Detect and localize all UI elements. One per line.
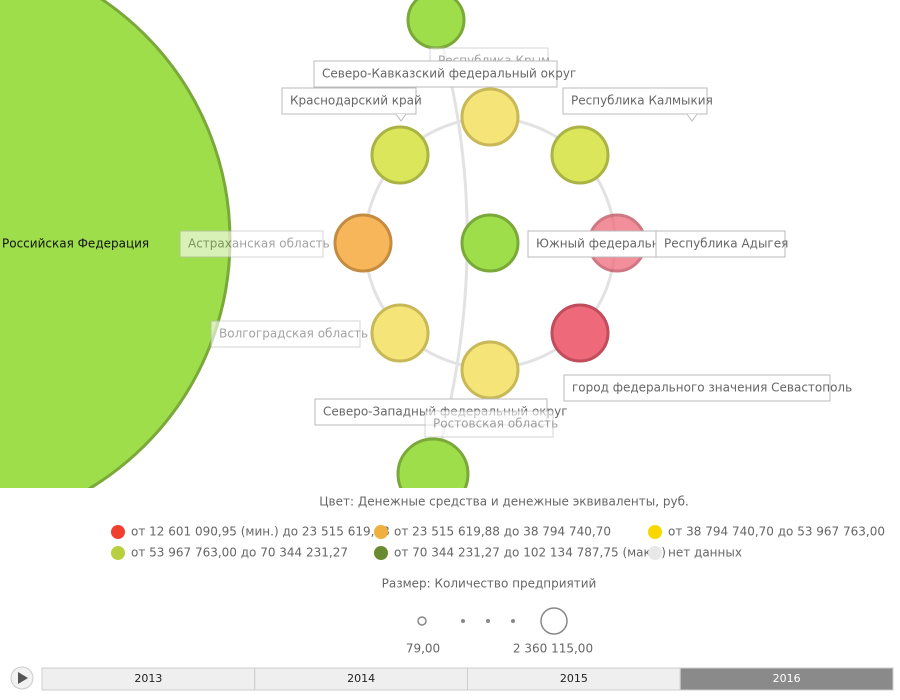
label-frame — [563, 374, 831, 402]
legend-label: от 53 967 763,00 до 70 344 231,27 — [131, 546, 348, 560]
timeline: 2013 2014 2015 2016 — [10, 666, 894, 691]
year-label: 2015 — [560, 672, 588, 685]
size-min-label: 79,00 — [406, 642, 440, 656]
year-label: 2016 — [773, 672, 801, 685]
bubble[interactable] — [370, 125, 430, 185]
legend-swatch — [111, 525, 125, 539]
graph: Российская Федерация Южный федеральный ок… — [0, 0, 852, 530]
legend: Цвет: Денежные средства и денежные эквив… — [111, 495, 885, 656]
size-dot — [511, 619, 515, 623]
size-min — [417, 616, 427, 626]
legend-label: от 38 794 740,70 до 53 967 763,00 — [668, 525, 885, 539]
size-max — [540, 607, 568, 635]
color-legend-title: Цвет: Денежные средства и денежные эквив… — [319, 495, 689, 509]
bubble[interactable] — [550, 125, 610, 185]
label-box: Краснодарский край — [281, 87, 422, 122]
node-label: город федерального значения Севастополь — [572, 381, 852, 395]
bubble[interactable] — [460, 87, 520, 147]
label-frame — [179, 230, 324, 258]
label-frame — [424, 410, 554, 438]
legend-swatch — [648, 546, 662, 560]
legend-swatch — [648, 525, 662, 539]
node-label: Краснодарский край — [290, 94, 422, 108]
legend-label: от 70 344 231,27 до 102 134 787,75 (макс… — [394, 546, 666, 560]
node-label: Северо-Кавказский федеральный округ — [322, 67, 576, 81]
bubble[interactable] — [550, 303, 610, 363]
size-dot — [486, 619, 490, 623]
label-pointer — [395, 113, 407, 122]
bubble[interactable] — [0, 0, 232, 530]
year-segment[interactable] — [679, 667, 894, 691]
label-frame — [655, 230, 786, 258]
label-box: Ростовская область — [424, 410, 558, 438]
node-label: Республика Адыгея — [664, 237, 788, 251]
label-frame — [313, 60, 558, 88]
bubble[interactable] — [370, 303, 430, 363]
label-box: город федерального значения Севастополь — [563, 374, 852, 402]
year-label: 2014 — [347, 672, 375, 685]
legend-label: от 12 601 090,95 (мин.) до 23 515 619,88 — [131, 525, 390, 539]
label-box: Республика Адыгея — [655, 230, 788, 258]
label-box: Астраханская область — [179, 230, 330, 258]
bubble[interactable] — [460, 340, 520, 400]
label-frame — [210, 320, 361, 348]
node-label: Ростовская область — [433, 417, 558, 431]
size-legend-title: Размер: Количество предприятий — [382, 577, 597, 591]
legend-label: нет данных — [668, 546, 742, 560]
play-icon — [18, 672, 28, 684]
label-frame — [281, 87, 417, 115]
label-pointer — [686, 113, 698, 122]
bubble[interactable] — [460, 213, 520, 273]
node-label: Волгоградская область — [219, 327, 368, 341]
bubble[interactable] — [406, 0, 466, 50]
legend-label: от 23 515 619,88 до 38 794 740,70 — [394, 525, 611, 539]
node-label: Республика Калмыкия — [571, 94, 713, 108]
label-frame — [562, 87, 708, 115]
label-box: Республика Калмыкия — [562, 87, 713, 122]
legend-swatch — [374, 525, 388, 539]
size-max-label: 2 360 115,00 — [513, 642, 593, 656]
legend-swatch — [111, 546, 125, 560]
bubble[interactable] — [333, 213, 393, 273]
bubble[interactable] — [396, 437, 470, 509]
node-label: Российская Федерация — [2, 237, 149, 251]
label-box: Волгоградская область — [210, 320, 368, 348]
size-dot — [461, 619, 465, 623]
year-label: 2013 — [134, 672, 162, 685]
node-label: Астраханская область — [188, 237, 330, 251]
legend-swatch — [374, 546, 388, 560]
label-box: Северо-Кавказский федеральный округ — [313, 60, 576, 88]
